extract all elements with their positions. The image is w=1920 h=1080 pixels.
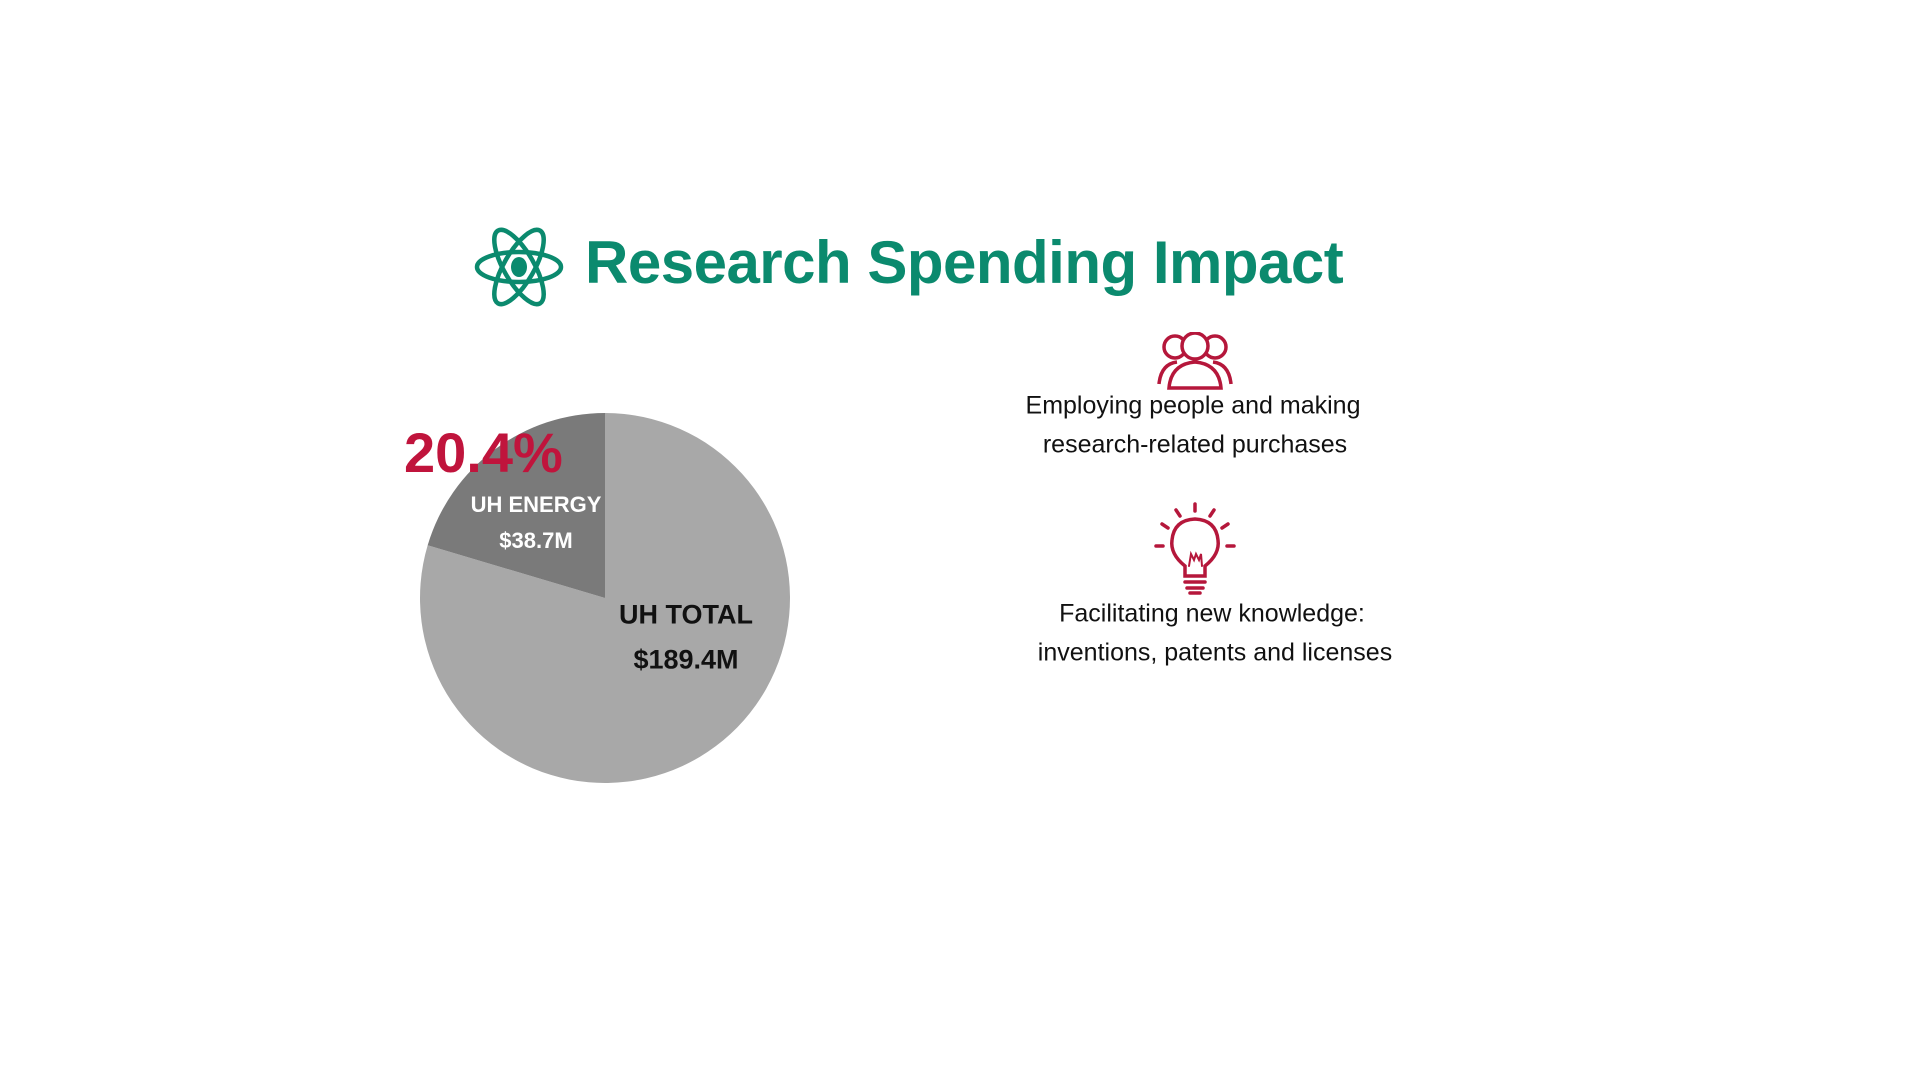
item-1-line-1: Employing people and making bbox=[1025, 391, 1361, 420]
people-group-icon bbox=[1157, 332, 1233, 390]
lightbulb-icon bbox=[1154, 502, 1236, 595]
item-1-line-2: research-related purchases bbox=[1042, 430, 1348, 459]
item-2-line-2: inventions, patents and licenses bbox=[1037, 638, 1393, 667]
pie-slice-uh-energy bbox=[427, 413, 605, 598]
energy-slice-value: $38.7M bbox=[499, 528, 573, 553]
item-2-line-1: Facilitating new knowledge: bbox=[1059, 599, 1365, 628]
pie-slice-uh-total bbox=[420, 413, 791, 783]
total-slice-name: UH TOTAL bbox=[619, 599, 753, 630]
energy-share-annotation: 20.4% bbox=[404, 421, 563, 484]
page-title: Research Spending Impact bbox=[585, 229, 1344, 296]
atom-icon bbox=[474, 227, 564, 307]
total-slice-value: $189.4M bbox=[633, 644, 739, 675]
energy-slice-name: UH ENERGY bbox=[470, 492, 602, 517]
